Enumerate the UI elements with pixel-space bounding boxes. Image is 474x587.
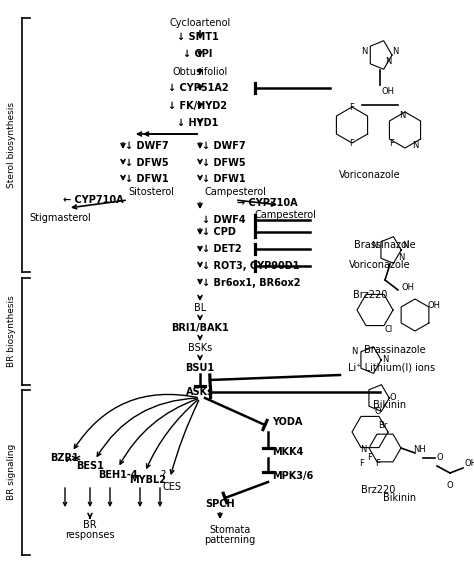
Text: N: N (352, 348, 358, 356)
Text: Cycloartenol: Cycloartenol (169, 18, 231, 28)
Text: YODA: YODA (272, 417, 302, 427)
Text: ↓ DWF7: ↓ DWF7 (202, 141, 246, 151)
Text: N: N (385, 58, 392, 66)
Text: BSU1: BSU1 (185, 363, 215, 373)
Text: N: N (362, 48, 368, 56)
Text: responses: responses (65, 530, 115, 540)
Text: ↓ CPD: ↓ CPD (202, 227, 236, 237)
Text: N: N (399, 110, 405, 120)
Text: Brassinazole: Brassinazole (364, 345, 426, 355)
Text: BES1: BES1 (76, 461, 104, 471)
Text: Stomata: Stomata (210, 525, 251, 535)
Text: BZR1: BZR1 (51, 453, 79, 463)
Text: ↓ Br6ox1, BR6ox2: ↓ Br6ox1, BR6ox2 (202, 278, 301, 288)
Text: BSKs: BSKs (188, 343, 212, 353)
Text: N: N (361, 446, 367, 454)
Text: OH: OH (428, 301, 441, 309)
Text: OH: OH (465, 458, 474, 467)
Text: ↓ DFW5: ↓ DFW5 (202, 158, 246, 168)
Text: Brz220: Brz220 (361, 485, 395, 495)
Text: ↓ CPI: ↓ CPI (183, 49, 213, 59)
Text: OH: OH (402, 284, 415, 292)
Text: Cl: Cl (385, 326, 393, 335)
Text: OH: OH (382, 87, 395, 96)
Text: CES: CES (163, 482, 182, 492)
Text: ↓ SMT1: ↓ SMT1 (177, 32, 219, 42)
Text: BR: BR (83, 520, 97, 530)
Text: ↓ DFW1: ↓ DFW1 (125, 174, 169, 184)
Text: O: O (437, 454, 444, 463)
Text: Campesterol: Campesterol (254, 210, 316, 220)
Text: Sitosterol: Sitosterol (128, 187, 174, 197)
Text: BRI1/BAK1: BRI1/BAK1 (171, 323, 229, 333)
Text: → CYP710A: → CYP710A (237, 198, 298, 208)
Text: BR signaling: BR signaling (8, 444, 17, 500)
Text: F: F (390, 140, 394, 149)
Text: N: N (372, 241, 378, 249)
Text: Voriconazole: Voriconazole (349, 260, 411, 270)
Text: Bikinin: Bikinin (383, 493, 417, 503)
Text: Voriconazole: Voriconazole (339, 170, 401, 180)
Text: Br: Br (378, 421, 388, 430)
Text: O: O (374, 407, 381, 417)
Text: F: F (360, 460, 365, 468)
Text: N: N (412, 140, 418, 150)
Text: ↓ DWF7: ↓ DWF7 (125, 141, 169, 151)
Text: MYBL2: MYBL2 (129, 475, 166, 485)
Text: F: F (349, 103, 355, 113)
Text: F: F (349, 140, 355, 149)
Text: ↓ DWF4: ↓ DWF4 (202, 215, 246, 225)
Text: patterning: patterning (204, 535, 255, 545)
Text: MPK3/6: MPK3/6 (272, 471, 313, 481)
Text: ↓ DFW1: ↓ DFW1 (202, 174, 246, 184)
Text: O: O (390, 393, 397, 403)
Text: Brz220: Brz220 (353, 290, 387, 300)
Text: O: O (447, 481, 453, 491)
Text: NH: NH (413, 446, 426, 454)
Text: Obtusifoliol: Obtusifoliol (173, 67, 228, 77)
Text: ↓ DFW5: ↓ DFW5 (125, 158, 169, 168)
Text: BEH1-4: BEH1-4 (98, 470, 138, 480)
Text: ← CYP710A: ← CYP710A (63, 195, 123, 205)
Text: ?: ? (160, 470, 165, 480)
Text: N: N (402, 241, 409, 249)
Text: Brassinazole: Brassinazole (354, 240, 416, 250)
Text: Sterol biosynthesis: Sterol biosynthesis (8, 102, 17, 188)
Text: ↓ DET2: ↓ DET2 (202, 244, 242, 254)
Text: F: F (367, 454, 373, 463)
Text: MKK4: MKK4 (272, 447, 303, 457)
Text: BR biosynthesis: BR biosynthesis (8, 295, 17, 367)
Text: Stigmasterol: Stigmasterol (29, 213, 91, 223)
Text: F: F (375, 460, 381, 468)
Text: SPCH: SPCH (205, 499, 235, 509)
Text: Li⁺ Lithium(I) ions: Li⁺ Lithium(I) ions (348, 363, 435, 373)
Text: ↓ FK/HYD2: ↓ FK/HYD2 (168, 101, 228, 111)
Text: N: N (382, 356, 388, 365)
Text: BL: BL (194, 303, 206, 313)
Text: N: N (392, 48, 398, 56)
Text: N: N (398, 254, 404, 262)
Text: Campesterol: Campesterol (205, 187, 267, 197)
Text: ↓ HYD1: ↓ HYD1 (177, 118, 219, 128)
Text: ↓ ROT3, CYP90D1: ↓ ROT3, CYP90D1 (202, 261, 300, 271)
Text: ASKs: ASKs (186, 387, 214, 397)
Text: ↓ CYP51A2: ↓ CYP51A2 (168, 83, 228, 93)
Text: Bikinin: Bikinin (374, 400, 407, 410)
